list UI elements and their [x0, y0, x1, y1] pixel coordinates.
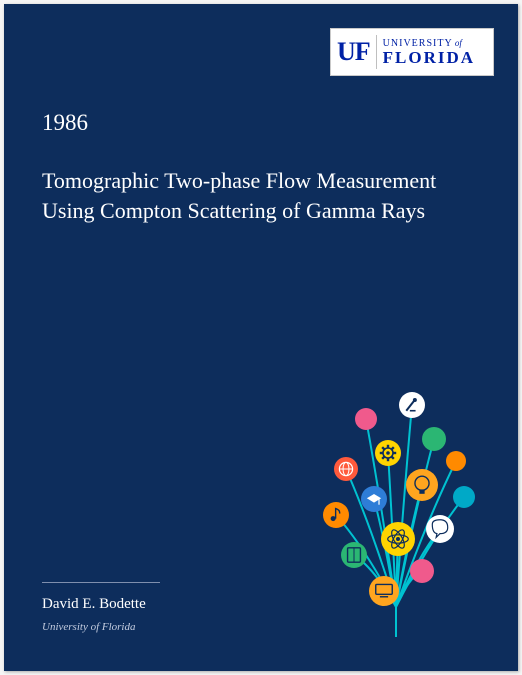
- thesis-title: Tomographic Two-phase Flow Measurement U…: [42, 166, 442, 225]
- uf-line2: FLORIDA: [383, 49, 475, 66]
- logo-divider: [376, 35, 377, 69]
- uf-logo: UF UNIVERSITY of FLORIDA: [330, 28, 494, 76]
- uf-mark: UF: [337, 39, 370, 65]
- thesis-cover: UF UNIVERSITY of FLORIDA 1986 Tomographi…: [4, 4, 518, 671]
- author-divider: [42, 582, 160, 583]
- uf-line1-of: of: [453, 38, 462, 48]
- uf-line1-university: UNIVERSITY: [383, 38, 453, 49]
- uf-line1: UNIVERSITY of: [383, 39, 475, 49]
- publication-year: 1986: [42, 110, 88, 136]
- discipline-tree-graphic: [266, 357, 496, 637]
- author-affiliation: University of Florida: [42, 621, 136, 633]
- uf-wordmark: UNIVERSITY of FLORIDA: [383, 39, 475, 66]
- author-name: David E. Bodette: [42, 596, 146, 613]
